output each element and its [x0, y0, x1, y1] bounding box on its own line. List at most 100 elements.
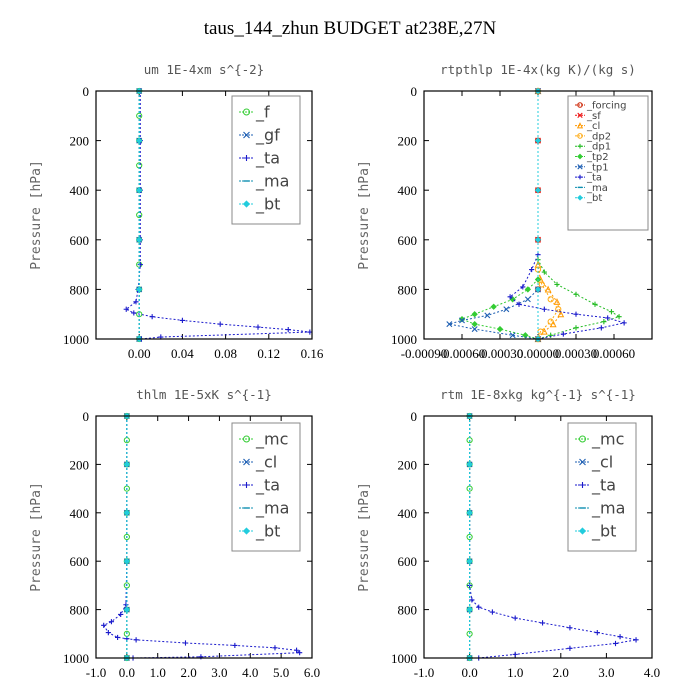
legend-marker: [578, 527, 587, 535]
data-point: [471, 326, 478, 333]
x-tick-label: 0.08: [214, 346, 237, 361]
data-point: [512, 615, 518, 621]
legend-entry-bt: _bt: [586, 193, 602, 204]
data-point: [512, 651, 518, 657]
data-point: [516, 301, 522, 307]
data-point: [115, 634, 121, 641]
y-tick-label: 600: [398, 233, 418, 248]
y-tick-label: 1000: [63, 332, 89, 347]
series-tp2: [458, 87, 542, 343]
y-tick-label: 600: [70, 554, 90, 569]
data-point: [541, 269, 547, 275]
legend-box: [567, 95, 649, 231]
series-line: [449, 91, 539, 340]
legend-entry-ma: _ma: [255, 172, 289, 192]
data-point: [489, 609, 495, 615]
x-tick-label: 0.12: [257, 346, 280, 361]
data-point: [524, 296, 531, 303]
data-point: [217, 321, 223, 327]
legend-marker: [579, 458, 586, 466]
legend-marker: [243, 458, 250, 466]
data-point: [466, 533, 473, 541]
data-point: [123, 509, 131, 516]
y-tick-label: 400: [398, 183, 418, 198]
x-tick-label: 1.0: [507, 665, 523, 680]
data-point: [529, 266, 535, 273]
x-tick-label: 4.0: [242, 665, 258, 680]
legend-entry-ta: _ta: [255, 476, 280, 496]
x-tick-label: 0.00060: [593, 346, 635, 361]
series-bt: [534, 87, 542, 343]
legend-marker: [577, 112, 583, 118]
legend: _f _gf _ta _ma _bt: [231, 95, 301, 225]
x-tick-label: 5.0: [273, 665, 289, 680]
y-axis-label: Pressure [hPa]: [29, 482, 44, 592]
legend-marker: [576, 122, 584, 129]
x-tick-label: -0.00060: [439, 346, 486, 361]
legend: _forcing_sf_cl_dp2_dp1_tp2_tp1_ta_ma_bt: [567, 95, 649, 231]
legend-box: [567, 422, 637, 552]
series-bt: [136, 87, 143, 343]
series-ta: [467, 413, 639, 661]
series-dp2: [534, 87, 562, 343]
data-point: [123, 606, 131, 613]
legend-entry-forcing: _forcing: [586, 101, 627, 112]
y-tick-label: 800: [398, 282, 418, 297]
legend-marker: [577, 143, 583, 149]
data-point: [136, 187, 143, 194]
data-point: [539, 620, 546, 626]
legend-entry-ta: _ta: [591, 476, 616, 496]
data-point: [553, 298, 561, 305]
legend-entry-ma: _ma: [586, 183, 608, 194]
x-tick-label: 0.04: [171, 346, 194, 361]
y-tick-label: 800: [70, 282, 90, 297]
y-tick-label: 600: [70, 233, 90, 248]
series-tp1: [446, 88, 541, 342]
data-point: [123, 602, 129, 608]
y-tick-label: 200: [70, 457, 90, 472]
series-line: [460, 91, 539, 340]
legend: _mc _cl _ta _ma _bt: [567, 422, 637, 552]
y-tick-label: 0: [83, 84, 90, 99]
data-point: [567, 625, 573, 631]
panel-rtpthlp: rtpthlp 1E-4x(kg K)/(kg s) Pressure [hPa]…: [357, 62, 653, 361]
data-point: [534, 236, 542, 243]
data-point: [547, 318, 554, 325]
data-point: [616, 314, 622, 320]
panel-title: um 1E-4xm s^{-2}: [144, 62, 264, 77]
data-point: [108, 619, 115, 625]
data-point: [123, 558, 131, 565]
data-point: [520, 284, 526, 290]
legend-marker: [577, 153, 583, 160]
data-point: [293, 647, 300, 653]
x-tick-label: 6.0: [304, 665, 320, 680]
data-point: [496, 325, 504, 333]
legend-marker: [577, 174, 583, 180]
data-point: [471, 311, 478, 318]
x-tick-label: 2.0: [180, 665, 196, 680]
data-point: [554, 281, 560, 288]
x-tick-label: 2.0: [553, 665, 569, 680]
legend-entry-ma: _ma: [255, 499, 289, 519]
data-point: [466, 558, 473, 565]
data-point: [133, 637, 139, 643]
data-point: [547, 296, 554, 303]
data-point: [509, 332, 516, 339]
data-point: [503, 306, 510, 313]
data-point: [118, 611, 124, 618]
data-point: [621, 320, 627, 326]
y-tick-label: 800: [70, 603, 90, 618]
data-point: [101, 622, 107, 628]
y-tick-label: 0: [411, 84, 418, 99]
data-point: [136, 236, 143, 243]
data-point: [484, 312, 491, 319]
y-axis-label: Pressure [hPa]: [29, 160, 44, 270]
y-axis-label: Pressure [hPa]: [357, 482, 372, 592]
panel-title: thlm 1E-5xK s^{-1}: [136, 387, 271, 402]
y-axis-label: Pressure [hPa]: [357, 160, 372, 270]
data-point: [555, 306, 562, 313]
data-point: [592, 301, 598, 307]
panel-rtm: rtm 1E-8xkg kg^{-1} s^{-1} Pressure [hPa]…: [357, 387, 660, 680]
legend-marker: [243, 482, 250, 488]
